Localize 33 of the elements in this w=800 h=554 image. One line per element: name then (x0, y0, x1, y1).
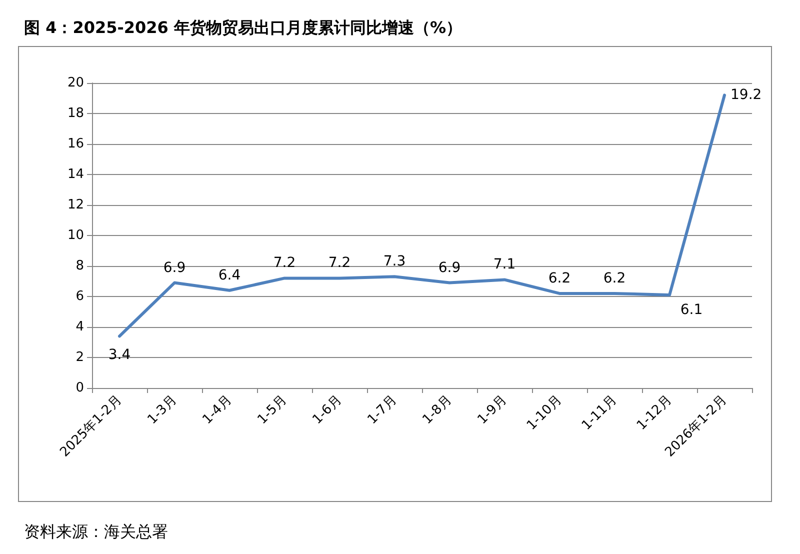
x-tick-label: 1-3月 (145, 392, 180, 428)
line-series (118, 94, 726, 338)
y-tick-label: 14 (67, 167, 84, 182)
data-label: 19.2 (730, 87, 762, 104)
x-tick-label: 1-4月 (200, 392, 235, 428)
text: 资料来源：海关总署 (24, 522, 168, 543)
y-tick-label: 12 (67, 198, 84, 212)
x-tick-label: 1-8月 (420, 392, 455, 428)
data-label: 7.1 (493, 256, 516, 273)
data-label: 7.2 (328, 255, 351, 272)
x-tick-label: 1-5月 (255, 392, 290, 428)
data-label: 6.9 (438, 260, 461, 276)
data-label: 6.2 (548, 270, 571, 286)
y-tick-label: 4 (76, 320, 84, 334)
data-label: 7.3 (383, 254, 406, 270)
data-label: 6.1 (680, 302, 703, 318)
y-tick-label: 6 (76, 289, 84, 304)
data-label: 6.4 (218, 267, 241, 284)
y-tick-label: 20 (67, 76, 84, 90)
x-tick-label: 1-9月 (475, 392, 510, 428)
y-tick-label: 16 (67, 136, 84, 152)
x-tick-label: 1-7月 (365, 392, 400, 428)
y-tick-label: 2 (76, 350, 84, 365)
data-label: 6.9 (163, 260, 186, 276)
y-tick-label: 0 (76, 380, 84, 396)
data-label: 6.2 (603, 270, 626, 286)
data-label: 3.4 (108, 347, 131, 364)
y-tick-label: 10 (67, 228, 84, 243)
data-label: 7.2 (273, 255, 296, 272)
x-tick-label: 1-6月 (310, 392, 345, 428)
y-tick-label: 18 (67, 106, 84, 121)
y-tick-label: 8 (76, 258, 84, 274)
chart-title: 图 4：2025-2026 年货物贸易出口月度累计同比增速（%） (24, 18, 462, 39)
